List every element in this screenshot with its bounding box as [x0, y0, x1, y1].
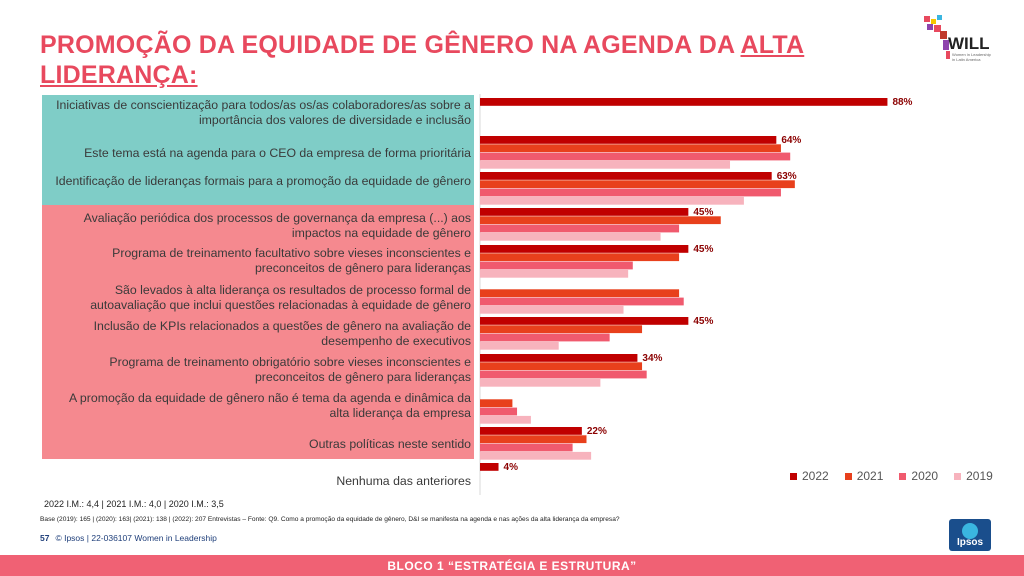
base-note: Base (2019): 165 | (2020): 163| (2021): …: [40, 516, 620, 523]
data-label: 88%: [892, 97, 912, 108]
legend-label: 2022: [802, 469, 829, 483]
bar-2021: [480, 253, 680, 262]
title-line1: PROMOÇÃO DA EQUIDADE DE GÊNERO NA AGENDA…: [40, 31, 735, 59]
bar-2019: [480, 196, 744, 205]
legend-swatch: [899, 472, 907, 480]
bar-2019: [480, 269, 629, 278]
title-line2: LIDERANÇA:: [40, 61, 198, 89]
category-label: Programa de treinamento obrigatório sobr…: [109, 355, 471, 384]
panel-highlight-teal: [42, 95, 474, 205]
logo-subtitle: Women in Leadership in Latin America: [952, 52, 991, 62]
category-label: Inclusão de KPIs relacionados a questões…: [93, 319, 471, 348]
bar-2020: [480, 297, 684, 306]
bar-2019: [480, 160, 731, 169]
bar-2019: [480, 305, 624, 314]
panel-highlight-pink: [42, 205, 474, 459]
bar-2021: [480, 144, 781, 153]
bar-2021: [480, 216, 721, 225]
bar-2021: [480, 180, 795, 189]
logo-text: WILL: [948, 34, 990, 53]
legend-swatch: [844, 472, 852, 480]
im-line: 2022 I.M.: 4,4 | 2021 I.M.: 4,0 | 2020 I…: [44, 499, 224, 509]
bar-2022: [480, 245, 689, 253]
page-number: 57: [40, 533, 50, 543]
bar-2022: [480, 317, 689, 325]
data-label: 22%: [587, 426, 607, 437]
ipsos-label: Ipsos: [956, 537, 984, 548]
bar-2022: [480, 136, 777, 144]
title-underline: ALTA: [740, 31, 805, 59]
bar-2019: [480, 378, 601, 387]
bar-2020: [480, 407, 518, 416]
logo-mark-icon: [924, 15, 950, 59]
bar-2020: [480, 333, 610, 342]
legend-swatch: [954, 472, 962, 480]
bar-2019: [480, 415, 531, 424]
ipsos-logo: Ipsos: [949, 519, 991, 551]
bar-2020: [480, 370, 647, 379]
legend-item: 2021: [844, 469, 884, 483]
legend-item: 2020: [899, 469, 938, 483]
ipsos-circle-icon: [962, 523, 978, 539]
bar-2019: [480, 232, 661, 241]
bottom-bar-text: BLOCO 1 “ESTRATÉGIA E ESTRUTURA”: [387, 559, 637, 573]
category-label: Programa de treinamento facultativo sobr…: [112, 246, 471, 275]
bar-2022: [480, 427, 582, 435]
category-label: Nenhuma das anteriores: [336, 474, 471, 488]
legend-label: 2021: [856, 469, 884, 483]
category-label: Este tema está na agenda para o CEO da e…: [84, 146, 471, 160]
footer-text: © Ipsos | 22-036107 Women in Leadership: [55, 533, 217, 543]
bar-2020: [480, 188, 781, 197]
bar-2022: [480, 463, 499, 471]
data-label: 63%: [777, 171, 797, 182]
category-label: A promoção da equidade de gênero não é t…: [68, 391, 471, 420]
bar-2020: [480, 152, 791, 161]
bar-2021: [480, 362, 643, 371]
legend-item: 2022: [790, 469, 829, 483]
bar-2020: [480, 261, 633, 270]
bar-2020: [480, 443, 573, 452]
bar-2022: [480, 172, 772, 180]
data-label: 45%: [693, 207, 713, 218]
legend-label: 2019: [966, 469, 993, 483]
data-label: 4%: [504, 462, 519, 473]
bottom-bar: BLOCO 1 “ESTRATÉGIA E ESTRUTURA”: [0, 555, 1024, 576]
page-title: PROMOÇÃO DA EQUIDADE DE GÊNERO NA AGENDA…: [40, 30, 840, 90]
bar-2022: [480, 354, 638, 362]
will-logo: WILL Women in Leadership in Latin Americ…: [918, 14, 991, 68]
bar-2021: [480, 325, 643, 334]
bar-2021: [480, 399, 513, 408]
bar-2022: [480, 98, 888, 106]
bar-2019: [480, 451, 592, 460]
category-label: Iniciativas de conscientização para todo…: [56, 98, 471, 127]
data-label: 45%: [693, 244, 713, 255]
legend-swatch: [790, 472, 797, 480]
data-label: 34%: [642, 353, 662, 364]
category-label: Avaliação periódica dos processos de gov…: [83, 211, 471, 240]
legend-item: 2019: [954, 469, 993, 483]
category-label: São levados à alta liderança os resultad…: [90, 283, 471, 312]
data-label: 64%: [781, 135, 801, 146]
legend: 2022 2021 2020 2019: [790, 469, 993, 483]
bar-2020: [480, 224, 680, 233]
category-label: Identificação de lideranças formais para…: [55, 174, 471, 188]
bar-2021: [480, 435, 587, 444]
bar-2021: [480, 289, 680, 298]
category-label: Outras políticas neste sentido: [309, 437, 471, 451]
bar-2019: [480, 341, 559, 350]
bar-2022: [480, 208, 689, 216]
footer: 57 © Ipsos | 22-036107 Women in Leadershi…: [40, 533, 217, 543]
data-label: 45%: [693, 316, 713, 327]
legend-label: 2020: [911, 469, 939, 483]
